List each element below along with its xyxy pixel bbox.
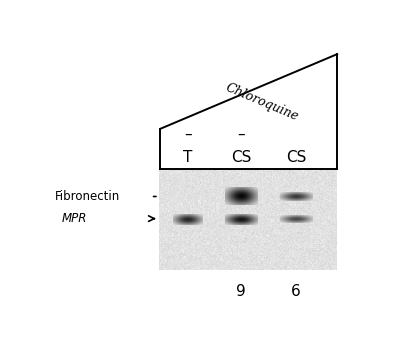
Text: T: T <box>183 150 193 165</box>
Text: MPR: MPR <box>62 212 87 225</box>
Text: CS: CS <box>286 150 306 165</box>
Text: CS: CS <box>231 150 251 165</box>
Text: Chloroquine: Chloroquine <box>223 81 300 124</box>
Text: –: – <box>184 127 192 142</box>
Text: –: – <box>237 127 245 142</box>
Text: 9: 9 <box>236 284 246 299</box>
Text: Fibronectin: Fibronectin <box>55 190 121 203</box>
Text: 6: 6 <box>291 284 301 299</box>
